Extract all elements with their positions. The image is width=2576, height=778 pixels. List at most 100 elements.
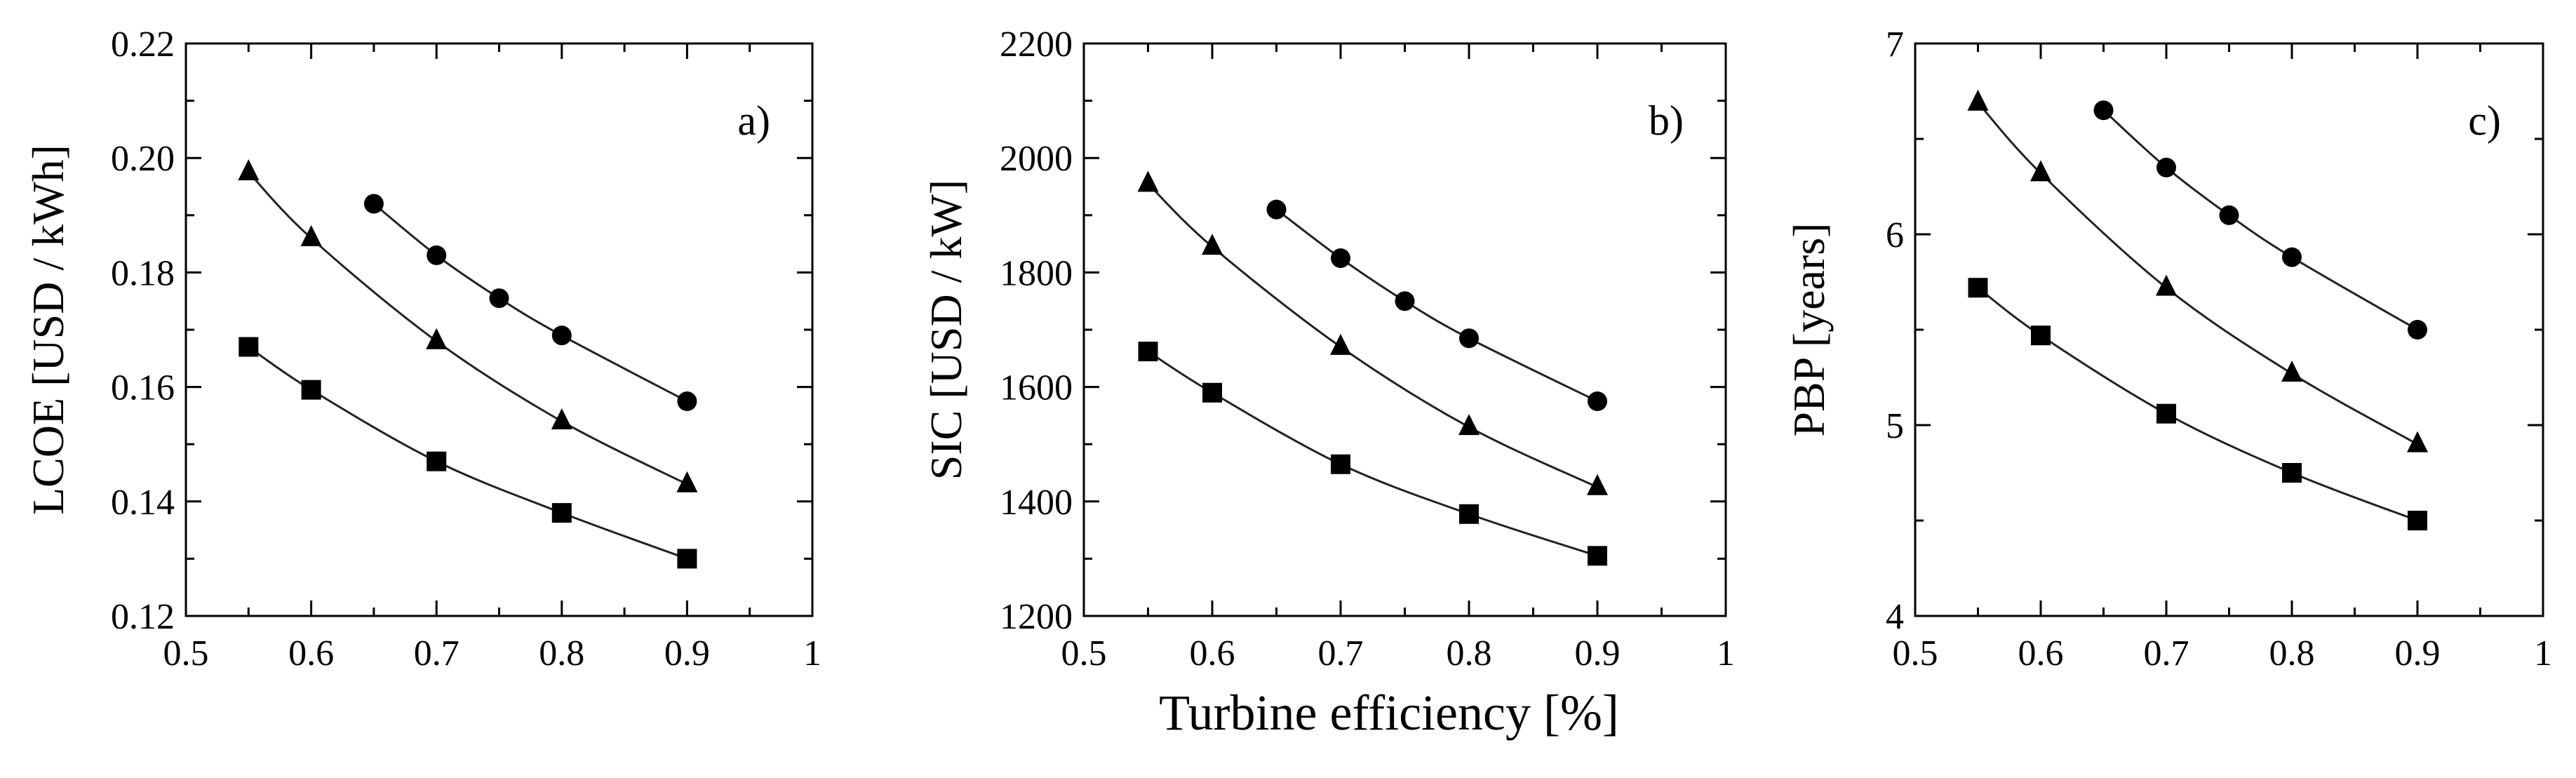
data-point-square — [1459, 504, 1479, 524]
y-axis-title: SIC [USD / kW] — [921, 180, 971, 480]
x-tick-label: 0.5 — [163, 633, 209, 673]
data-point-circle — [1331, 248, 1350, 268]
y-tick-label: 1200 — [1000, 597, 1073, 637]
data-point-square — [1968, 278, 1988, 298]
data-point-triangle — [676, 471, 698, 492]
data-point-triangle — [1967, 89, 1989, 111]
y-axis-title: PBP [years] — [1784, 222, 1834, 436]
data-point-square — [2156, 403, 2176, 424]
data-point-square — [301, 380, 321, 400]
y-tick-label: 0.18 — [111, 253, 175, 293]
plot-frame — [1082, 42, 1727, 617]
y-tick-label: 0.12 — [111, 597, 175, 637]
data-point-circle — [1395, 291, 1415, 311]
y-tick-label: 0.20 — [111, 139, 175, 179]
data-point-circle — [1459, 328, 1479, 349]
data-point-circle — [677, 391, 697, 411]
x-tick-label: 1 — [803, 633, 821, 673]
data-point-triangle — [1458, 414, 1480, 436]
x-tick-label: 0.6 — [1190, 633, 1235, 673]
data-point-circle — [363, 194, 384, 214]
y-tick-label: 2000 — [1000, 139, 1073, 179]
series-line-square — [1977, 286, 2418, 522]
data-point-square — [239, 337, 259, 357]
data-point-circle — [489, 288, 509, 309]
data-point-circle — [2219, 205, 2239, 225]
x-tick-label: 1 — [1717, 633, 1735, 673]
x-tick-label: 1 — [2534, 633, 2552, 673]
panel-2: 0.5 0.6 0.7 0.8 0.9 1 1200 1400 1600 1800 2000 2200… — [921, 25, 1735, 673]
data-point-triangle — [300, 224, 322, 246]
data-point-circle — [2156, 157, 2176, 177]
data-point-triangle — [426, 328, 448, 349]
data-point-square — [551, 503, 572, 523]
x-tick-label: 0.9 — [1575, 633, 1621, 673]
x-tick-label: 0.9 — [664, 633, 710, 673]
shared-xlabel: Turbine efficiency [%] — [1159, 685, 1619, 741]
data-point-circle — [1266, 199, 1287, 220]
x-tick-label: 0.5 — [1893, 633, 1938, 673]
data-point-square — [2031, 326, 2051, 346]
series-line-triangle — [248, 171, 688, 485]
data-point-square — [2408, 511, 2427, 530]
data-point-triangle — [2156, 274, 2177, 296]
y-tick-label: 4 — [1886, 597, 1904, 637]
panel-label: b) — [1649, 98, 1684, 144]
x-tick-label: 0.7 — [2144, 633, 2189, 673]
panel-1: 0.5 0.6 0.7 0.8 0.9 1 0.12 0.14 0.16 0.18 0.20 0.22… — [23, 25, 821, 673]
series-line-circle — [1275, 208, 1598, 403]
y-tick-label: 1400 — [1000, 483, 1073, 523]
x-tick-label: 0.7 — [414, 633, 459, 673]
x-tick-label: 0.8 — [2269, 633, 2315, 673]
y-tick-label: 6 — [1886, 215, 1904, 255]
data-point-square — [1202, 382, 1222, 403]
data-point-square — [427, 451, 447, 471]
data-point-triangle — [1202, 234, 1223, 255]
series-line-triangle — [1977, 102, 2418, 445]
y-tick-label: 5 — [1886, 406, 1904, 446]
series-line-triangle — [1147, 182, 1598, 488]
data-point-square — [1138, 342, 1158, 362]
data-point-triangle — [1330, 333, 1351, 355]
plot-frame — [1914, 42, 2544, 617]
y-tick-label: 7 — [1886, 25, 1904, 65]
data-point-circle — [551, 326, 572, 346]
y-tick-label: 0.14 — [111, 483, 175, 523]
data-point-triangle — [2281, 360, 2302, 382]
series-line-circle — [2102, 109, 2418, 331]
series-line-square — [1147, 350, 1598, 557]
data-point-circle — [2093, 100, 2114, 121]
y-tick-label: 1800 — [1000, 253, 1073, 293]
data-point-square — [2282, 463, 2302, 483]
data-point-circle — [427, 245, 447, 265]
x-tick-label: 0.7 — [1318, 633, 1364, 673]
data-point-triangle — [1137, 170, 1159, 192]
panel-label: a) — [737, 98, 770, 144]
data-point-triangle — [2030, 160, 2051, 182]
x-tick-label: 0.8 — [539, 633, 584, 673]
data-point-triangle — [2407, 431, 2428, 452]
data-point-square — [677, 549, 697, 569]
plot-frame — [185, 42, 814, 617]
data-point-triangle — [551, 408, 572, 429]
data-point-triangle — [238, 159, 260, 180]
x-tick-label: 0.9 — [2395, 633, 2441, 673]
data-point-square — [1588, 546, 1607, 566]
x-tick-label: 0.5 — [1061, 633, 1107, 673]
data-point-circle — [2408, 320, 2427, 340]
panel-3: 0.5 0.6 0.7 0.8 0.9 1 4 5 6 7 PBP [years] c) — [1784, 25, 2552, 673]
y-tick-label: 1600 — [1000, 368, 1073, 408]
y-axis-title: LCOE [USD / kWh] — [23, 145, 73, 515]
data-point-triangle — [1587, 474, 1608, 495]
x-tick-label: 0.6 — [2018, 633, 2064, 673]
x-tick-label: 0.8 — [1447, 633, 1492, 673]
y-tick-label: 2200 — [1000, 25, 1073, 65]
y-tick-label: 0.22 — [111, 25, 175, 65]
x-tick-label: 0.6 — [288, 633, 334, 673]
panel-label: c) — [2468, 98, 2501, 144]
data-point-square — [1331, 454, 1350, 474]
y-tick-label: 0.16 — [111, 368, 175, 408]
series-line-circle — [373, 203, 688, 403]
